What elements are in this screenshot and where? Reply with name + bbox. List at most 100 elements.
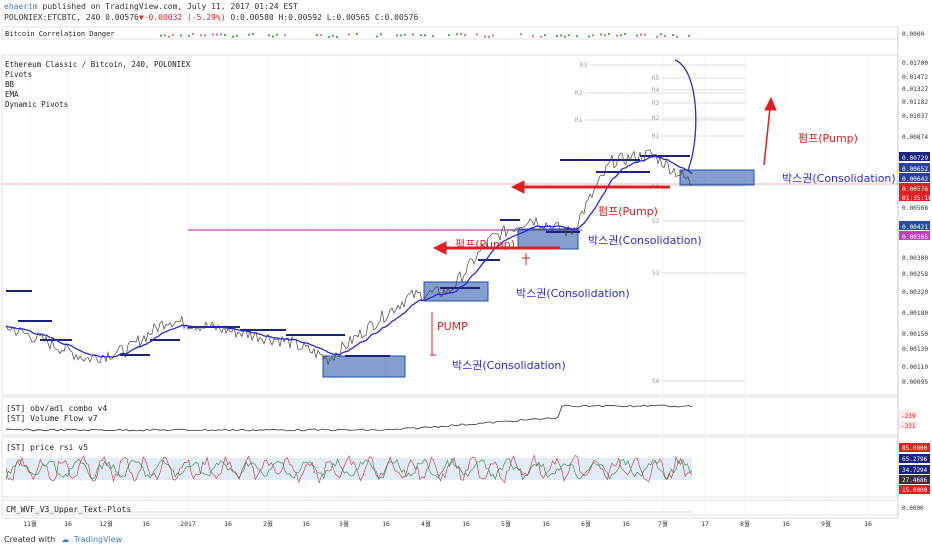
price-tick-label: 0.01700 bbox=[902, 60, 928, 67]
price-tick-label: 0.01182 bbox=[902, 99, 928, 106]
price-tick-label: 0.00652 bbox=[902, 166, 928, 173]
legend-item[interactable]: Ethereum Classic / Bitcoin, 240, POLONIE… bbox=[5, 60, 191, 69]
price-tick-label: 0.00421 bbox=[902, 224, 928, 231]
correlation-dot bbox=[448, 34, 450, 37]
pivot-label: S4 bbox=[652, 378, 660, 385]
top-indicator-label: Bitcoin Correlation Danger bbox=[5, 30, 115, 38]
correlation-dot bbox=[488, 35, 490, 38]
price-tag-bg bbox=[899, 183, 930, 192]
time-tick-label: 16 bbox=[142, 520, 150, 528]
time-tick-label: 4월 bbox=[421, 519, 431, 528]
price-tick-label: 0.00220 bbox=[902, 289, 928, 296]
publish-text: published on TradingView.com, July 11, 2… bbox=[37, 2, 298, 11]
consolidation-box-1 bbox=[322, 355, 406, 378]
annotation-consolidation-4: 박스권(Consolidation) bbox=[782, 172, 896, 185]
ema-line bbox=[5, 155, 693, 358]
rsi-signal-line bbox=[5, 457, 693, 481]
correlation-dot bbox=[316, 33, 318, 36]
price-tick-label: 0.00130 bbox=[902, 346, 928, 353]
legend-item[interactable]: EMA bbox=[5, 90, 19, 99]
correlation-dot bbox=[564, 35, 566, 38]
price-tag-bg bbox=[899, 192, 930, 201]
correlation-dot bbox=[252, 33, 254, 36]
annotation-consolidation-2: 박스권(Consolidation) bbox=[516, 287, 630, 300]
time-tick-label: 16 bbox=[622, 520, 630, 528]
pivot-label: R2 bbox=[575, 90, 583, 97]
wvf-axis-label: 0.0000 bbox=[902, 505, 924, 512]
time-tick-label: 16 bbox=[864, 520, 872, 528]
time-tick-label: 16 bbox=[462, 520, 470, 528]
correlation-dot bbox=[216, 33, 218, 36]
correlation-dot bbox=[212, 33, 214, 36]
pivot-label: S3 bbox=[652, 270, 660, 277]
correlation-dot bbox=[268, 34, 270, 37]
projection-curve bbox=[674, 59, 697, 171]
correlation-dot bbox=[400, 34, 402, 37]
annotation-pump-up: 펌프(Pump) bbox=[798, 132, 858, 145]
time-tick-label: 8월 bbox=[740, 519, 750, 528]
price-tick-label: 0.00150 bbox=[902, 331, 928, 338]
pivot-label: R3 bbox=[580, 62, 588, 69]
top-indicator-dots bbox=[160, 33, 690, 38]
correlation-dot bbox=[320, 34, 322, 37]
correlation-dot bbox=[164, 34, 166, 37]
time-tick-label: 12월 bbox=[99, 519, 113, 528]
publish-line: ehaerim published on TradingView.com, Ju… bbox=[4, 2, 298, 12]
correlation-dot bbox=[688, 34, 690, 37]
correlation-dot bbox=[464, 34, 466, 37]
arrowhead-pump-2 bbox=[432, 241, 447, 255]
time-tick-label: 16 bbox=[382, 520, 390, 528]
volume-flow-label: [ST] Volume Flow v7 bbox=[6, 414, 98, 423]
legend-item[interactable]: Pivots bbox=[5, 70, 33, 79]
grid bbox=[29, 55, 869, 515]
annotation-consolidation-1: 박스권(Consolidation) bbox=[452, 359, 566, 372]
correlation-dot bbox=[544, 34, 546, 37]
consolidation-box-4 bbox=[679, 169, 755, 186]
price-tick-label: 0.00300 bbox=[902, 255, 928, 262]
price-tick-label: 0.00874 bbox=[902, 134, 928, 141]
pivot-label: R2 bbox=[652, 115, 660, 122]
pivot-levels: R3R5R4R3R2R1R2R1S1S2S3S4 bbox=[575, 62, 745, 385]
correlation-dot bbox=[224, 34, 226, 37]
correlation-dot bbox=[356, 33, 358, 36]
time-tick-label: 11월 bbox=[23, 519, 37, 528]
pivot-label: R3 bbox=[652, 100, 660, 107]
price-tick-label: 0.01037 bbox=[902, 113, 928, 120]
price-tag-bg bbox=[899, 152, 930, 161]
chart-svg[interactable]: R3R5R4R3R2R1R2R1S1S2S3S4 0.017000.014720… bbox=[0, 0, 932, 530]
author-link[interactable]: ehaerim bbox=[4, 2, 38, 11]
obv-line bbox=[6, 404, 693, 432]
price-tick-label: 0.00110 bbox=[902, 364, 928, 371]
price-tick-label: 0.00642 bbox=[902, 176, 928, 183]
rsi-tag-bg bbox=[899, 465, 930, 474]
correlation-dot bbox=[620, 34, 622, 37]
time-tick-label: 5월 bbox=[501, 519, 511, 528]
rsi-band bbox=[6, 458, 692, 480]
legend-item[interactable]: Dynamic Pivots bbox=[5, 100, 69, 109]
obv-pane bbox=[1, 396, 899, 436]
correlation-dot bbox=[660, 33, 662, 36]
rsi-axis-label: 15.0000 bbox=[902, 487, 928, 494]
tradingview-brand[interactable]: TradingView bbox=[73, 535, 123, 544]
price-tick-label: 0.00568 bbox=[902, 205, 928, 212]
legend-item[interactable]: BB bbox=[5, 80, 15, 89]
correlation-dot bbox=[576, 35, 578, 38]
obv-tag-bg bbox=[899, 411, 917, 419]
correlation-dot bbox=[604, 34, 606, 37]
correlation-dot bbox=[328, 35, 330, 38]
rsi-line bbox=[5, 454, 693, 484]
rsi-axis-label: 85.0000 bbox=[902, 445, 928, 452]
tradingview-logo-icon[interactable]: ☁ bbox=[61, 535, 70, 544]
price-tick-label: 0.00258 bbox=[902, 271, 928, 278]
correlation-dot bbox=[404, 33, 406, 36]
correlation-dot bbox=[560, 34, 562, 37]
correlation-dot bbox=[204, 34, 206, 37]
price-tick-label: 0.00095 bbox=[902, 379, 928, 386]
price-tick-label: 01:35:18 bbox=[902, 195, 932, 202]
correlation-dot bbox=[412, 33, 414, 36]
correlation-dot bbox=[636, 34, 638, 37]
correlation-dot bbox=[188, 34, 190, 37]
price-tag-bg bbox=[899, 173, 930, 182]
price-tick-label: 0.01472 bbox=[902, 74, 928, 81]
correlation-dot bbox=[248, 33, 250, 36]
